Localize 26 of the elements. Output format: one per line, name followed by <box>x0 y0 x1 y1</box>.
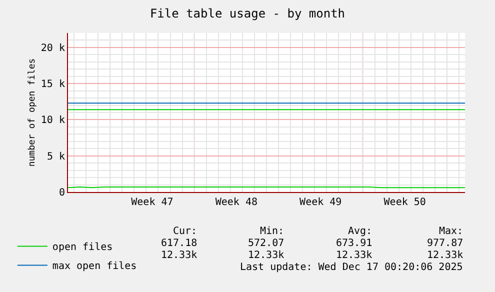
x-tick-label: Week 49 <box>300 197 342 208</box>
text: 977.87 <box>427 238 464 249</box>
text: 12.33k <box>161 250 198 261</box>
text: 12.33k <box>248 250 284 261</box>
text: 12.33k <box>427 250 464 261</box>
legend-label: max open files <box>52 261 137 272</box>
text: 572.07 <box>248 238 284 249</box>
text: Cur: <box>173 226 198 237</box>
y-tick-label: 5 k <box>46 151 65 162</box>
chart-title: File table usage - by month <box>150 6 346 20</box>
y-tick-label: 15 k <box>40 79 65 90</box>
y-tick-label: 0 <box>58 188 65 198</box>
text: Max: <box>439 226 464 237</box>
text: 617.18 <box>161 238 198 249</box>
y-tick-label: 20 k <box>40 42 65 54</box>
y-tick-label: 10 k <box>40 115 65 126</box>
text: 12.33k <box>336 250 372 261</box>
x-tick-label: Week 48 <box>215 197 258 208</box>
x-tick-label: Week 47 <box>131 197 174 208</box>
text: Last update: Wed Dec 17 00:20:06 2025 <box>240 262 463 273</box>
text: Avg: <box>348 226 372 237</box>
x-tick-label: Week 50 <box>384 197 426 208</box>
text: Min: <box>260 226 284 237</box>
y-axis-title: number of open files <box>27 58 38 167</box>
legend-label: open files <box>52 242 113 254</box>
text: 673.91 <box>336 238 372 249</box>
